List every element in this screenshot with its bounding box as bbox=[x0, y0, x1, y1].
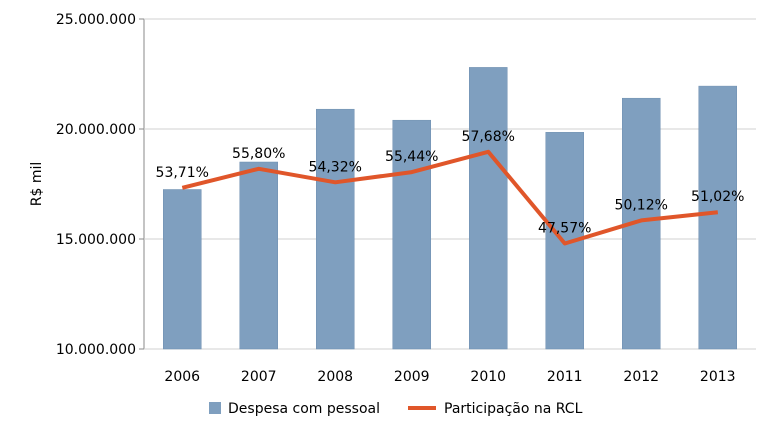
x-tick-label: 2011 bbox=[547, 369, 583, 385]
data-label: 55,80% bbox=[232, 146, 285, 162]
data-label: 55,44% bbox=[385, 149, 438, 165]
y-ticks: 10.000.000 15.000.000 20.000.000 25.000.000 bbox=[56, 12, 136, 358]
series-line-participacao bbox=[181, 149, 719, 246]
y-tick-label: 20.000.000 bbox=[56, 122, 136, 138]
bar-2013 bbox=[698, 85, 737, 350]
bars bbox=[163, 67, 737, 350]
x-tick-label: 2012 bbox=[623, 369, 659, 385]
bar-2010 bbox=[469, 67, 508, 350]
data-labels: 53,71% 55,80% 54,32% 55,44% 57,68% 47,57% 50,1… bbox=[156, 129, 745, 237]
data-label: 50,12% bbox=[615, 197, 668, 213]
y-tick-label: 25.000.000 bbox=[56, 12, 136, 28]
x-tick-label: 2013 bbox=[700, 369, 736, 385]
bar-2009 bbox=[392, 119, 431, 350]
y-axis-label: R$ mil bbox=[29, 162, 45, 207]
bar-2007 bbox=[239, 161, 278, 350]
data-label: 54,32% bbox=[309, 159, 362, 175]
y-tick-label: 10.000.000 bbox=[56, 342, 136, 358]
bar-2008 bbox=[316, 108, 355, 350]
x-tick-label: 2008 bbox=[317, 369, 353, 385]
legend-swatch-participacao bbox=[408, 406, 436, 410]
data-label: 51,02% bbox=[691, 189, 744, 205]
legend: Despesa com pessoal Participação na RCL bbox=[209, 401, 583, 417]
x-tick-label: 2006 bbox=[164, 369, 200, 385]
bar-2006 bbox=[163, 189, 202, 350]
legend-swatch-despesa bbox=[209, 402, 221, 414]
legend-label-despesa: Despesa com pessoal bbox=[228, 401, 380, 417]
x-tick-label: 2010 bbox=[470, 369, 506, 385]
x-tick-label: 2009 bbox=[394, 369, 430, 385]
legend-label-participacao: Participação na RCL bbox=[444, 401, 583, 417]
gridlines bbox=[139, 18, 756, 350]
y-tick-label: 15.000.000 bbox=[56, 232, 136, 248]
x-ticks: 2006 2007 2008 2009 2010 2011 2012 2013 bbox=[164, 369, 735, 385]
data-label: 47,57% bbox=[538, 221, 591, 237]
x-tick-label: 2007 bbox=[241, 369, 277, 385]
data-label: 53,71% bbox=[156, 165, 209, 181]
data-label: 57,68% bbox=[462, 129, 515, 145]
